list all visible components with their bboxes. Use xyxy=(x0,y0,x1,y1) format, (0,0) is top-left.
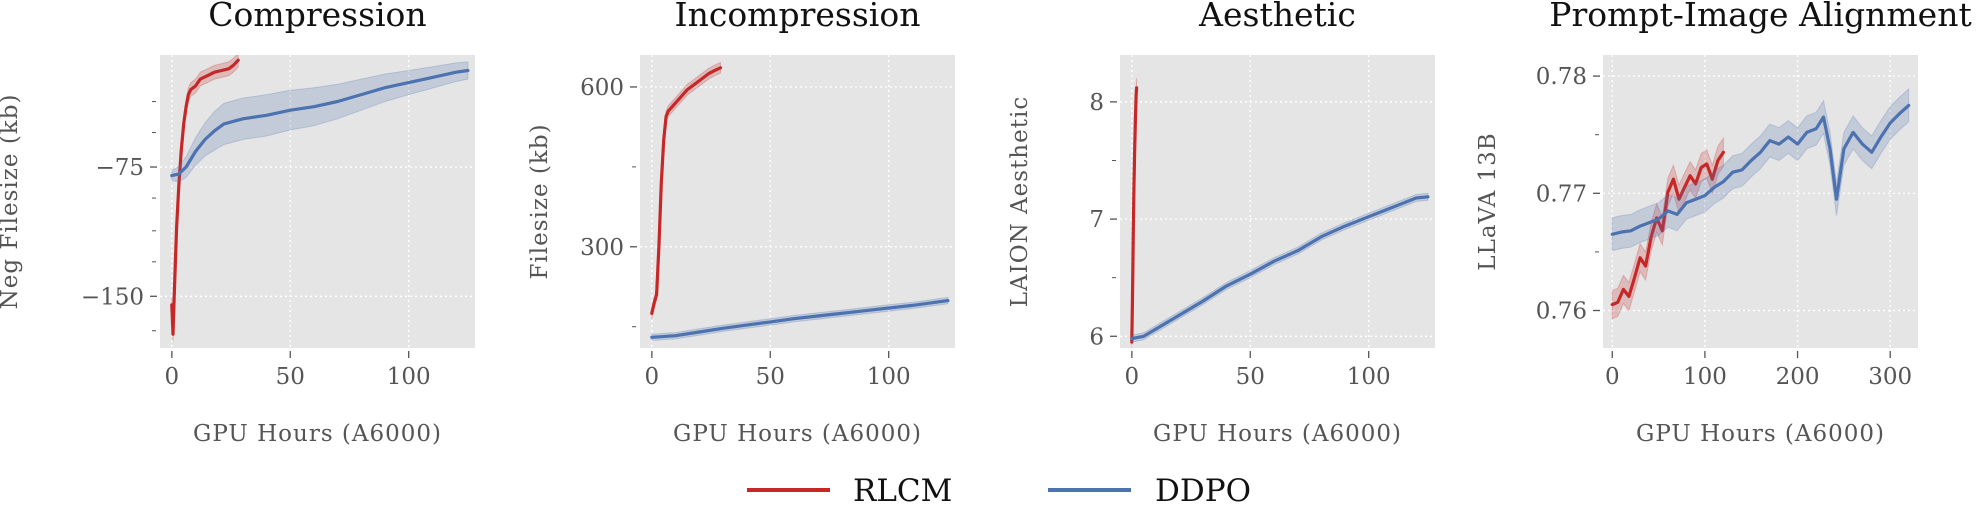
x-tick-label: 50 xyxy=(276,364,305,390)
y-tick-label: 0.76 xyxy=(1536,298,1587,324)
x-tick-label: 0 xyxy=(165,364,180,390)
x-tick-label: 100 xyxy=(1347,364,1391,390)
panel-title: Aesthetic xyxy=(1198,0,1356,34)
x-tick-label: 100 xyxy=(387,364,431,390)
y-axis-label: LAION Aesthetic xyxy=(1007,96,1033,307)
series-rlcm-line xyxy=(1610,150,1726,307)
panel-incompression: 0 50 100 300 600 Incompression GPU Hours (A600… xyxy=(527,0,955,447)
x-tick-label: 0 xyxy=(1605,364,1620,390)
y-axis-label: Filesize (kb) xyxy=(527,123,553,279)
plot-area xyxy=(640,55,955,348)
plot-area xyxy=(1603,55,1918,348)
series-rlcm-line xyxy=(170,58,240,336)
plot-area xyxy=(160,55,475,348)
panel-compression: 0 50 100 −150 −75 Compression GPU Hours (A6000… xyxy=(0,0,475,447)
x-tick-label: 100 xyxy=(867,364,911,390)
series-ddpo-line xyxy=(170,68,470,178)
x-tick-label: 100 xyxy=(1683,364,1727,390)
x-tick-label: 200 xyxy=(1776,364,1820,390)
legend-ddpo-label: DDPO xyxy=(1155,473,1251,509)
legend-rlcm-label: RLCM xyxy=(853,473,952,509)
x-tick-label: 0 xyxy=(645,364,660,390)
series-ddpo-band xyxy=(171,61,469,183)
y-tick-label: −150 xyxy=(81,284,144,310)
series-rlcm-line xyxy=(1130,86,1139,344)
series-ddpo-line xyxy=(650,299,950,339)
y-axis-label: LLaVA 13B xyxy=(1475,132,1501,270)
y-tick-label: 7 xyxy=(1089,207,1104,233)
x-tick-label: 0 xyxy=(1125,364,1140,390)
x-axis-label: GPU Hours (A6000) xyxy=(1153,421,1402,447)
panel-prompt-image-alignment: 0 100 200 300 0.76 0.77 0.78 Prompt-Image Align… xyxy=(1475,0,1972,447)
plot-area xyxy=(1120,55,1435,348)
y-tick-label: 0.77 xyxy=(1536,181,1587,207)
panel-title: Prompt-Image Alignment xyxy=(1549,0,1971,34)
x-tick-label: 300 xyxy=(1868,364,1912,390)
y-tick-label: 6 xyxy=(1089,324,1104,350)
y-axis-label: Neg Filesize (kb) xyxy=(0,94,23,310)
y-tick-label: 0.78 xyxy=(1536,64,1587,90)
y-tick-label: 600 xyxy=(580,75,624,101)
panel-title: Compression xyxy=(208,0,426,34)
legend: RLCM DDPO xyxy=(747,473,1251,509)
x-axis-label: GPU Hours (A6000) xyxy=(193,421,442,447)
series-ddpo-band xyxy=(1611,87,1910,252)
x-axis-label: GPU Hours (A6000) xyxy=(1636,421,1885,447)
series-ddpo-line xyxy=(1610,103,1911,236)
panel-title: Incompression xyxy=(675,0,921,34)
panel-aesthetic: 0 50 100 6 7 8 Aesthetic GPU Hours (A6000) LAION… xyxy=(1007,0,1435,447)
y-tick-label: 300 xyxy=(580,235,624,261)
series-rlcm-line xyxy=(650,66,723,315)
x-axis-label: GPU Hours (A6000) xyxy=(673,421,922,447)
y-tick-label: 8 xyxy=(1089,90,1104,116)
x-tick-label: 50 xyxy=(756,364,785,390)
y-tick-label: −75 xyxy=(95,155,144,181)
x-tick-label: 50 xyxy=(1236,364,1265,390)
series-ddpo-line xyxy=(1130,195,1430,341)
